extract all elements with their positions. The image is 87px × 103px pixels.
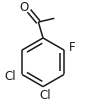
Text: Cl: Cl: [39, 90, 51, 102]
Text: O: O: [19, 1, 28, 14]
Text: Cl: Cl: [4, 70, 16, 83]
Text: F: F: [69, 41, 76, 54]
